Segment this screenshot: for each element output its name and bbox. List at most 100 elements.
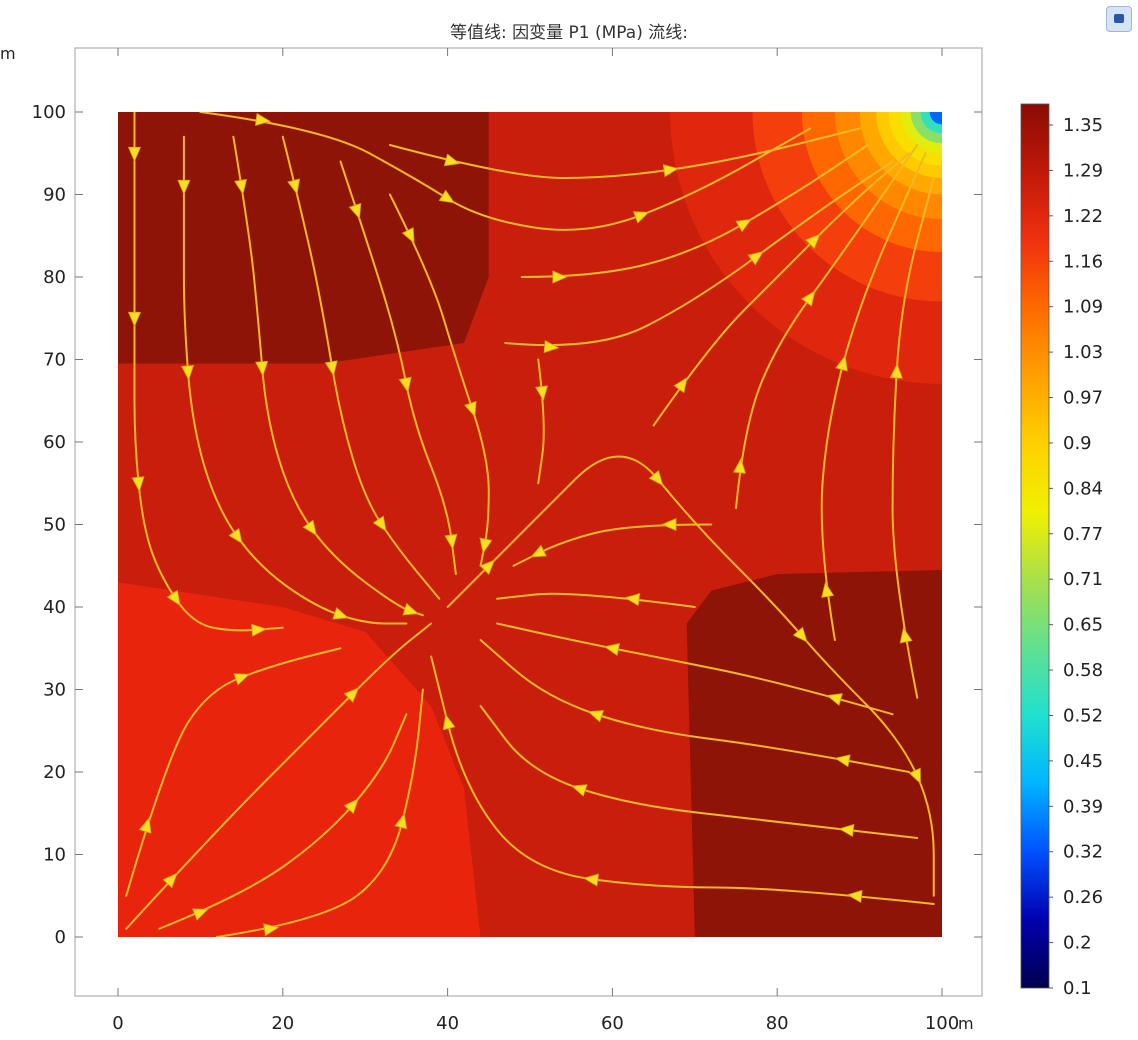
streamline-arrow xyxy=(624,593,641,607)
streamline-17 xyxy=(496,592,696,608)
colorbar-gradient xyxy=(1020,103,1050,989)
x-unit-label: m xyxy=(958,1014,974,1033)
streamline-arrow xyxy=(801,290,816,307)
streamline-arrow xyxy=(834,754,851,768)
streamline-arrow xyxy=(166,589,181,607)
streamline-arrow xyxy=(648,469,664,487)
streamline-12 xyxy=(735,144,919,509)
streamline-arrow xyxy=(263,923,280,937)
streamline-15 xyxy=(446,455,935,897)
streamline-24 xyxy=(158,713,408,930)
x-tick-label: 40 xyxy=(436,1013,459,1034)
streamline-arrow xyxy=(530,544,547,558)
streamline-18 xyxy=(496,622,894,716)
streamline-23 xyxy=(125,647,342,897)
colorbar-tick-label: 1.22 xyxy=(1063,206,1103,227)
y-tick-label: 70 xyxy=(43,350,66,371)
streamline-arrow xyxy=(464,400,477,418)
streamline-arrow xyxy=(570,784,588,797)
streamline-10 xyxy=(537,358,545,485)
contour-ring-10 xyxy=(929,112,942,125)
streamline-8 xyxy=(520,144,869,278)
colorbar-tick-label: 0.52 xyxy=(1063,705,1103,726)
streamline-arrow xyxy=(442,713,456,731)
y-tick-label: 30 xyxy=(43,680,66,701)
streamline-arrow xyxy=(398,376,412,394)
colorbar: 1.35 1.29 1.22 1.16 1.09 1.03 0.97 0.9 0.84 0.77 0… xyxy=(1020,103,1103,999)
streamline-6 xyxy=(199,112,812,231)
colorbar-tick-label: 1.16 xyxy=(1063,251,1103,272)
colorbar-tick-label: 0.65 xyxy=(1063,615,1103,636)
streamline-arrow xyxy=(735,218,753,233)
streamline-20 xyxy=(479,705,919,839)
export-icon[interactable] xyxy=(1106,6,1132,32)
streamline-arrow xyxy=(127,311,142,328)
plot-title: 等值线: 因变量 P1 (MPa) 流线: xyxy=(450,23,688,43)
streamline-1 xyxy=(182,135,408,625)
streamline-21 xyxy=(430,655,935,905)
streamline-layer xyxy=(125,112,935,937)
streamline-arrow xyxy=(332,606,350,620)
streamline-arrow xyxy=(343,798,359,815)
streamline-arrow xyxy=(632,211,650,224)
streamline-arrow xyxy=(821,581,835,598)
y-tick-label: 100 xyxy=(32,102,66,123)
streamline-arrow xyxy=(302,519,317,536)
streamline-arrow xyxy=(401,227,415,244)
streamline-19 xyxy=(479,639,911,773)
streamline-7 xyxy=(388,127,861,180)
y-tick-label: 90 xyxy=(43,185,66,206)
y-unit-label: m xyxy=(0,44,16,63)
y-tick-label: 80 xyxy=(43,267,66,288)
colorbar-tick-label: 0.84 xyxy=(1063,478,1103,499)
x-tick-label: 0 xyxy=(112,1013,123,1034)
streamline-arrow xyxy=(673,376,688,394)
streamline-arrow xyxy=(394,812,408,830)
colorbar-tick-label: 0.1 xyxy=(1063,978,1092,999)
streamline-arrow xyxy=(438,189,456,204)
streamline-arrow xyxy=(443,153,461,167)
streamline-arrow xyxy=(324,360,338,377)
streamline-arrow xyxy=(372,515,387,533)
streamline-14 xyxy=(891,177,935,699)
streamline-2 xyxy=(232,135,424,617)
y-tick-label: 50 xyxy=(43,515,66,536)
contour-fill-layer xyxy=(118,112,942,937)
streamline-arrow xyxy=(177,179,191,196)
colorbar-tick-label: 0.26 xyxy=(1063,887,1103,908)
y-tick-label: 0 xyxy=(55,927,66,948)
colorbar-tick-label: 0.71 xyxy=(1063,569,1103,590)
streamline-arrow xyxy=(908,767,921,785)
streamline-arrow xyxy=(444,533,458,550)
streamline-arrow xyxy=(535,385,549,402)
colorbar-tick-label: 0.58 xyxy=(1063,660,1103,681)
y-tick-label: 10 xyxy=(43,845,66,866)
streamline-arrow xyxy=(228,527,243,545)
streamline-arrow xyxy=(233,673,251,686)
streamline-arrow xyxy=(251,623,268,637)
streamline-arrow xyxy=(826,693,843,706)
colorbar-tick-label: 0.9 xyxy=(1063,433,1092,454)
streamline-arrow xyxy=(287,178,301,195)
colorbar-tick-label: 0.32 xyxy=(1063,842,1103,863)
colorbar-tick-label: 1.35 xyxy=(1063,115,1103,136)
y-tick-label: 40 xyxy=(43,597,66,618)
streamline-13 xyxy=(820,152,927,641)
streamline-arrow xyxy=(792,626,808,643)
streamline-arrow xyxy=(732,457,747,474)
streamline-arrow xyxy=(192,908,209,921)
streamline-arrow xyxy=(582,873,600,887)
colorbar-tick-label: 0.45 xyxy=(1063,751,1103,772)
streamline-arrow xyxy=(835,354,848,372)
streamline-arrow xyxy=(552,270,568,284)
streamline-arrow xyxy=(543,339,560,354)
y-tick-label: 20 xyxy=(43,762,66,783)
streamline-arrow xyxy=(805,233,821,250)
streamline-0 xyxy=(133,112,284,632)
x-tick-label: 80 xyxy=(766,1013,789,1034)
streamline-arrow xyxy=(234,178,248,196)
streamline-arrow xyxy=(479,559,496,575)
streamline-arrow xyxy=(131,476,145,493)
streamline-arrow xyxy=(255,360,269,377)
